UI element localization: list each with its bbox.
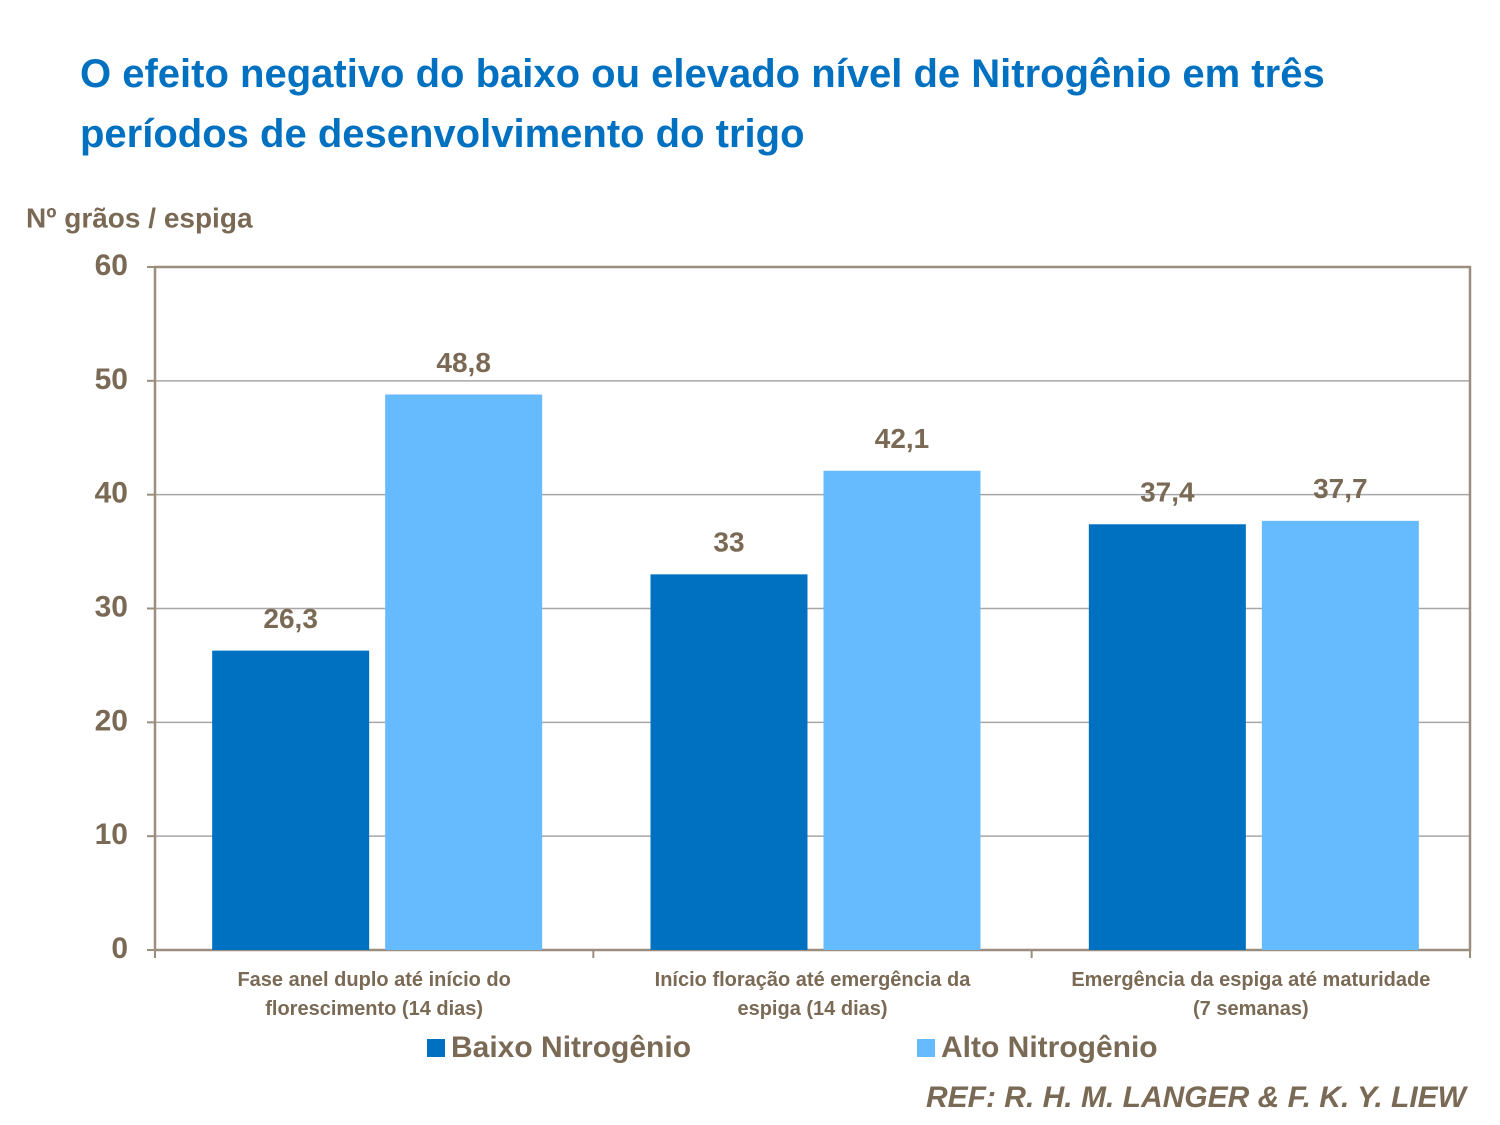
source: REF: R. H. M. LANGER & F. K. Y. LIEW [926, 1081, 1469, 1114]
value-label: 37,7 [1313, 473, 1368, 504]
value-label: 26,3 [263, 603, 318, 634]
value-label: 42,1 [875, 423, 930, 454]
x-tick-label: Início floração até emergência da espiga… [654, 969, 971, 1020]
y-tick-label: 50 [95, 363, 128, 396]
y-tick-label: 10 [95, 818, 128, 851]
value-label: 37,4 [1140, 477, 1195, 508]
plot-border [153, 265, 1472, 952]
chart-title: O efeito negativo do baixo ou elevado ní… [80, 52, 1325, 156]
y-tick-label: 40 [95, 477, 128, 510]
y-tick-label: 30 [95, 590, 128, 623]
x-tick-label: Emergência da espiga até maturidade (7 s… [1071, 969, 1431, 1020]
y-tick-label: 20 [95, 704, 128, 737]
bar [650, 574, 808, 950]
bar [385, 394, 543, 950]
legend-swatch [917, 1039, 935, 1057]
y-tick-label: 0 [111, 932, 128, 965]
bar [1088, 524, 1246, 950]
y-tick-label: 60 [95, 249, 128, 282]
value-label: 33 [713, 527, 744, 558]
bar [1261, 520, 1419, 950]
bar [212, 650, 370, 950]
legend-label: Baixo Nitrogênio [451, 1031, 691, 1064]
bar [823, 470, 981, 950]
legend-swatch [427, 1039, 445, 1057]
y-axis-label: Nº grãos / espiga [26, 202, 253, 233]
legend-label: Alto Nitrogênio [941, 1031, 1158, 1064]
value-label: 48,8 [436, 347, 491, 378]
x-tick-label: Fase anel duplo até início do florescime… [237, 969, 511, 1020]
